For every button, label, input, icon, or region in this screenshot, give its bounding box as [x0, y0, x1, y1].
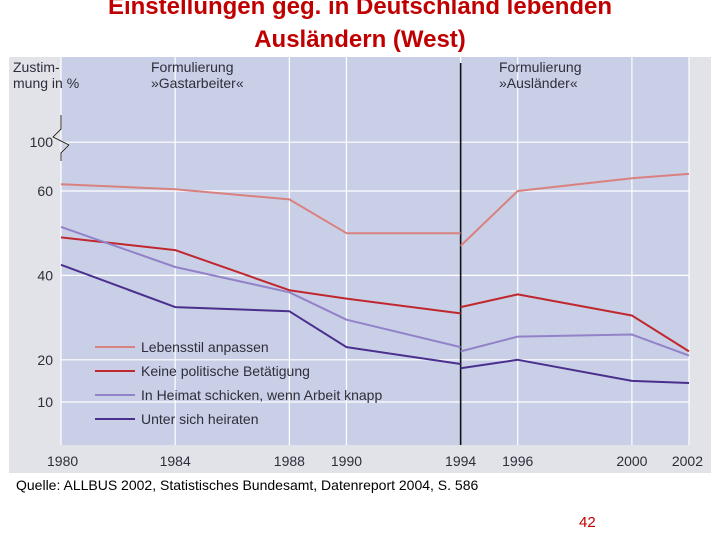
series-lines [60, 172, 690, 384]
slide-title-line-1: Einstellungen geg. in Deutschland lebend… [107, 0, 613, 20]
x-tick-label-2000: 2000 [616, 453, 647, 469]
section-label-2-line-2: »Ausländer« [499, 75, 578, 91]
x-tick-label-1988: 1988 [274, 453, 305, 469]
y-axis-title-line-1: Zustim- [13, 59, 60, 75]
x-tick-label-1980: 1980 [47, 453, 78, 469]
series-2-line-segment-1 [60, 236, 461, 315]
legend-label-1: Lebensstil anpassen [141, 339, 269, 355]
section-label-1-line-1: Formulierung [151, 59, 233, 75]
legend-label-3: In Heimat schicken, wenn Arbeit knapp [141, 387, 382, 403]
x-tick-labels: 1980 1984 1988 1990 1994 1996 2000 2002 [47, 453, 703, 469]
chart-header: Zustim-mung in %Formulierung»Gastarbeite… [13, 59, 581, 91]
x-tick-label-1996: 1996 [502, 453, 533, 469]
series-4-line-segment-1 [60, 263, 461, 365]
axis-break-zigzag [52, 115, 70, 161]
y-tick-label-40: 40 [37, 267, 53, 283]
x-tick-label-1990: 1990 [331, 453, 362, 469]
y-tick-label-10: 10 [37, 394, 53, 410]
section-label-1-line-2: »Gastarbeiter« [151, 75, 244, 91]
source-note: Quelle: ALLBUS 2002, Statistisches Bunde… [16, 477, 479, 493]
series-2-line-segment-2 [460, 293, 690, 353]
legend-label-4: Unter sich heiraten [141, 411, 259, 427]
slide-title-line-2: Ausländern (West) [254, 26, 466, 53]
y-axis-title-line-2: mung in % [13, 75, 79, 91]
y-axis-break [51, 115, 71, 161]
line-chart: Zustim-mung in %Formulierung»Gastarbeite… [9, 57, 711, 473]
slide-title: Einstellungen geg. in Deutschland lebend… [0, 0, 720, 56]
x-tick-label-1994: 1994 [445, 453, 476, 469]
series-3-line-segment-2 [460, 333, 690, 357]
page-number: 42 [579, 514, 596, 531]
legend-label-2: Keine politische Betätigung [141, 363, 310, 379]
x-tick-label-2002: 2002 [672, 453, 703, 469]
y-tick-label-60: 60 [37, 183, 53, 199]
legend: Lebensstil anpassen Keine politische Betä… [95, 339, 382, 427]
plot-area [61, 57, 689, 445]
series-1-line-segment-2 [459, 172, 690, 247]
section-label-2-line-1: Formulierung [499, 59, 581, 75]
x-tick-label-1984: 1984 [160, 453, 191, 469]
series-3-line-segment-1 [60, 225, 461, 349]
y-tick-labels: 10 20 40 60 100 [30, 134, 54, 410]
series-1-line-segment-1 [60, 183, 461, 235]
y-tick-label-100: 100 [30, 134, 54, 150]
series-4-line-segment-2 [460, 358, 690, 384]
y-tick-label-20: 20 [37, 352, 53, 368]
